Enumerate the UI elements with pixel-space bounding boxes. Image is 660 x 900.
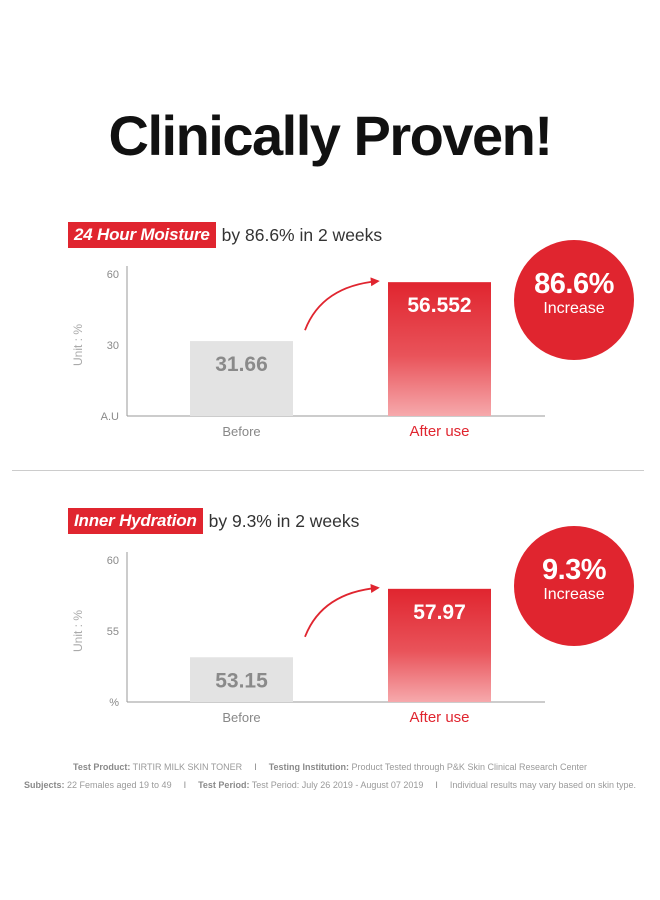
moisture-y-tick-label: 60 bbox=[107, 269, 119, 281]
moisture-y-tick-label: 30 bbox=[107, 340, 119, 352]
hydration-increase-label: Increase bbox=[543, 586, 605, 603]
hydration-y-tick-label: 55 bbox=[107, 626, 119, 638]
footnote-institution-label: Testing Institution: bbox=[268, 762, 350, 772]
hydration-before-label: Before bbox=[222, 710, 260, 725]
footnote-line-2: Subjects: 22 Females aged 19 to 49 I Test … bbox=[0, 780, 660, 790]
hydration-chart: 60 55% Unit : % 53.15 Before 57.97 After use bbox=[71, 552, 545, 726]
moisture-before-value: 31.66 bbox=[215, 353, 268, 376]
moisture-y-tick-label: A.U bbox=[101, 411, 119, 423]
hydration-y-tick-label: % bbox=[109, 697, 119, 709]
page-title: Clinically Proven! bbox=[108, 104, 553, 167]
footnote-product-value: TIRTIR MILK SKIN TONER bbox=[130, 762, 243, 772]
footnote-period-value: Test Period: July 26 2019 - August 07 20… bbox=[249, 780, 424, 790]
hydration-section: 60 55% Unit : % 53.15 Before 57.97 After use I… bbox=[0, 498, 660, 748]
hydration-increase-arrow bbox=[304, 583, 380, 638]
moisture-increase-label: Increase bbox=[543, 300, 605, 317]
footnote-separator: I bbox=[183, 780, 187, 790]
hydration-increase-value: 9.3% bbox=[541, 554, 607, 586]
footnote-subjects-value: 22 Females aged 19 to 49 bbox=[64, 780, 172, 790]
footnote-disclaimer: Individual results may vary based on ski… bbox=[449, 780, 636, 790]
section-divider bbox=[12, 470, 644, 471]
footnote-separator: I bbox=[435, 780, 438, 790]
hydration-after-value: 57.97 bbox=[413, 601, 466, 624]
hydration-before-value: 53.15 bbox=[215, 669, 268, 692]
footnote-separator: I bbox=[254, 762, 257, 772]
moisture-heading: 24 Hour Moisture by 86.6% in 2 weeks bbox=[68, 220, 382, 250]
hydration-y-axis-label: Unit : % bbox=[71, 610, 85, 652]
moisture-y-axis-label: Unit : % bbox=[71, 324, 85, 366]
footnote-subjects-label: Subjects: bbox=[23, 780, 65, 790]
moisture-before-bar bbox=[190, 341, 293, 416]
moisture-subtitle: by 86.6% in 2 weeks bbox=[221, 225, 383, 245]
footnote-period-label: Test Period: bbox=[198, 780, 250, 790]
hydration-subtitle: by 9.3% in 2 weeks bbox=[208, 511, 360, 531]
moisture-after-bar bbox=[388, 282, 491, 416]
moisture-before-label: Before bbox=[222, 424, 260, 439]
moisture-section: 60 30 A.U Unit : % 31.66 Before 56.552 After us… bbox=[0, 212, 660, 462]
hydration-before-bar bbox=[190, 657, 293, 702]
moisture-tag: 24 Hour Moisture bbox=[68, 222, 216, 248]
hydration-heading: Inner Hydration by 9.3% in 2 weeks bbox=[68, 506, 359, 536]
hydration-increase-badge: 9.3% Increase bbox=[514, 526, 634, 646]
moisture-after-label: After use bbox=[409, 423, 469, 440]
moisture-after-value: 56.552 bbox=[407, 294, 471, 317]
moisture-increase-arrow bbox=[304, 277, 380, 331]
hydration-after-bar bbox=[388, 588, 491, 702]
footnote-line-1: Test Product: TIRTIR MILK SKIN TONER I Tes… bbox=[0, 762, 660, 772]
footnote-institution-value: Product Tested through P&K Skin Clinical… bbox=[349, 762, 587, 772]
moisture-chart: 60 30 A.U Unit : % 31.66 Before 56.552 After us… bbox=[71, 266, 545, 440]
moisture-increase-value: 86.6% bbox=[534, 268, 614, 300]
hydration-tag: Inner Hydration bbox=[68, 508, 203, 534]
hydration-y-tick-label: 60 bbox=[107, 555, 119, 567]
moisture-increase-badge: 86.6% Increase bbox=[514, 240, 634, 360]
hydration-after-label: After use bbox=[409, 709, 469, 726]
footnote-product-label: Test Product: bbox=[72, 762, 131, 772]
